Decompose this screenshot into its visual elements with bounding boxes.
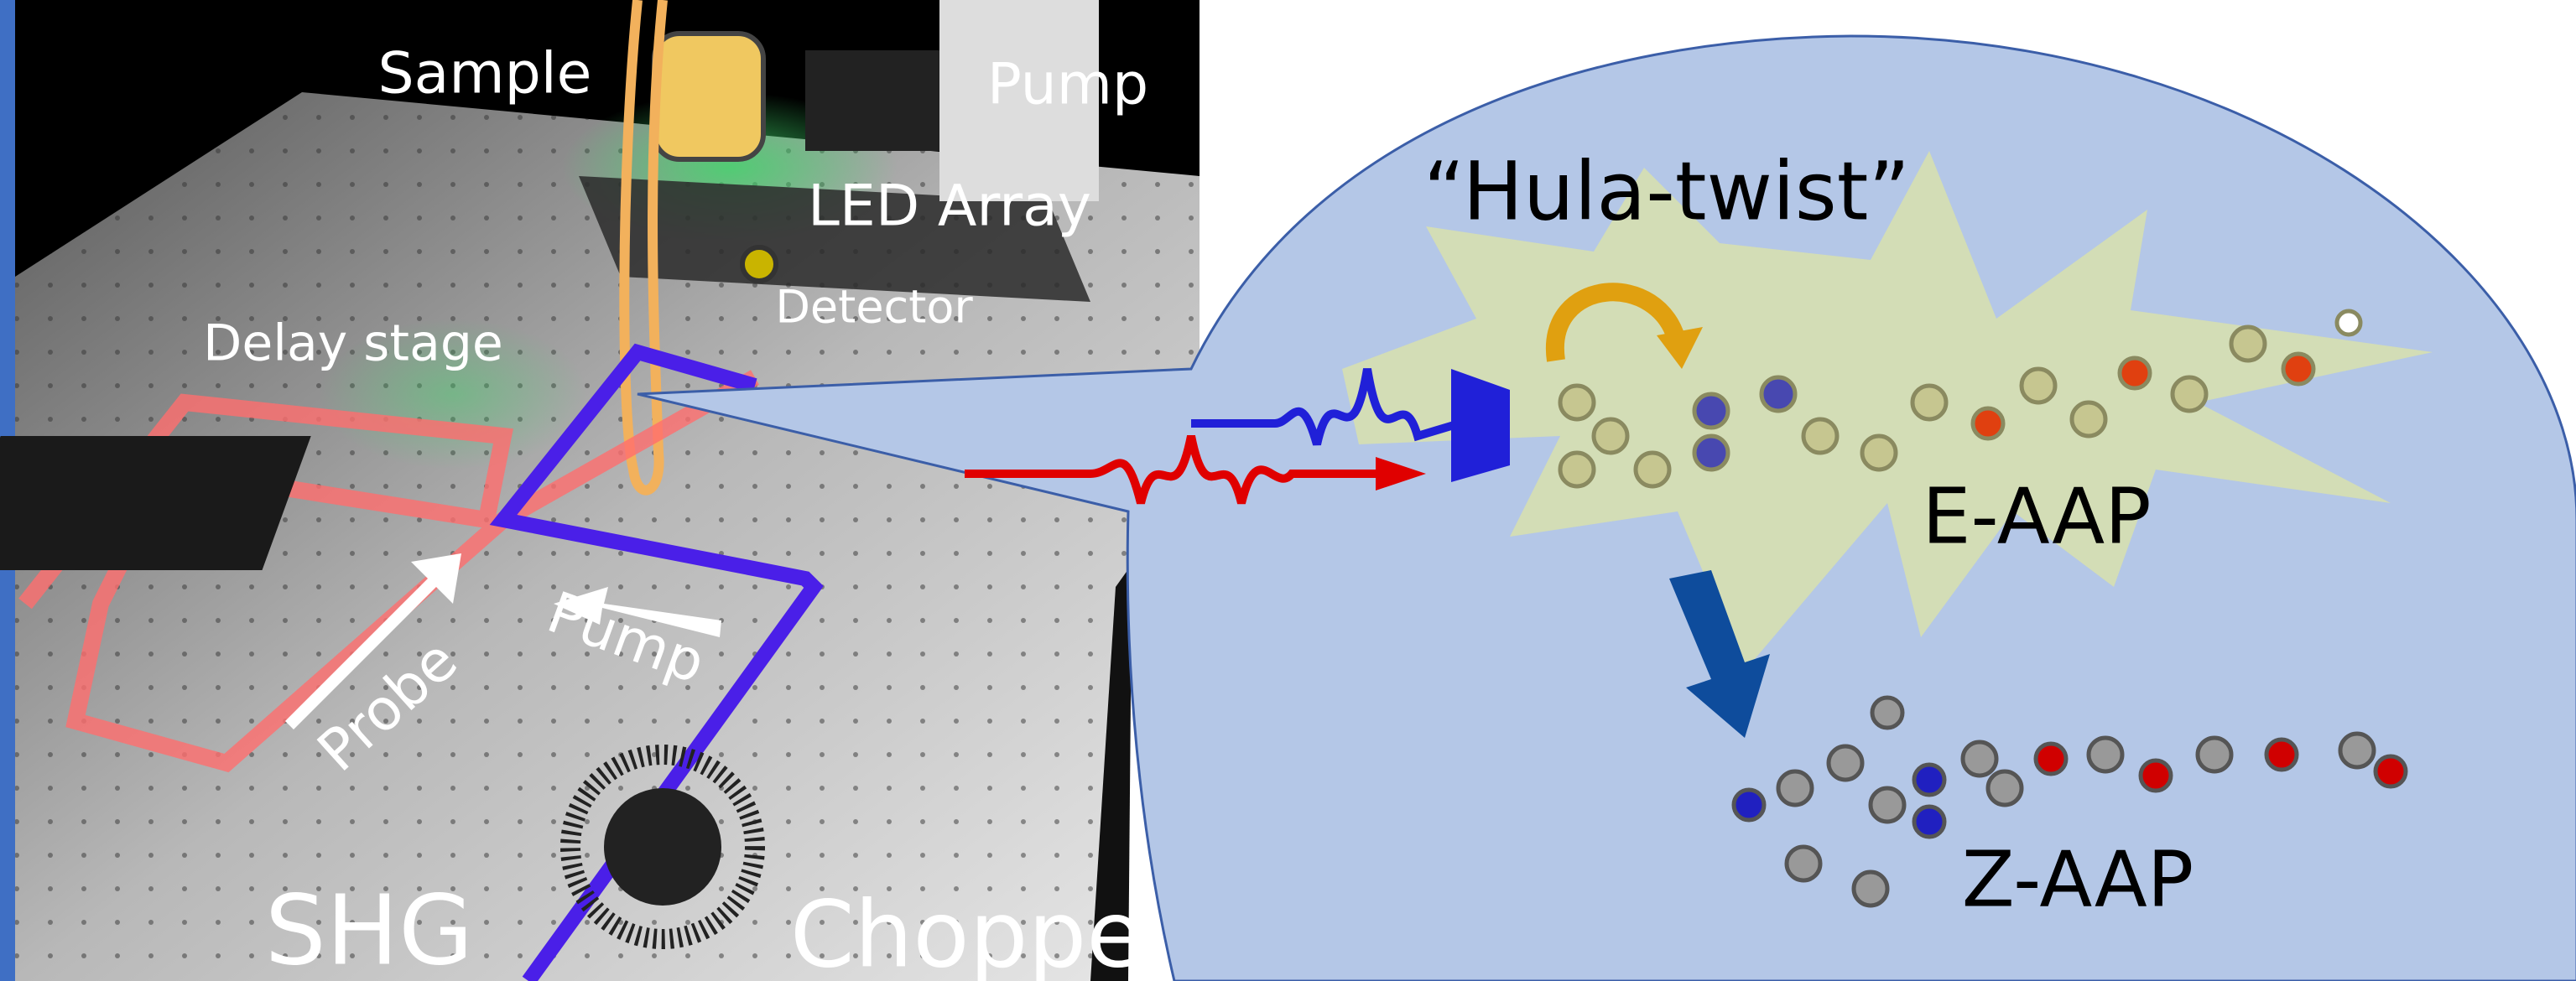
led-array-label: LED Array	[808, 174, 1091, 240]
z-isomer-label: Z-AAP	[1962, 834, 2194, 924]
delay-stage-label: Delay stage	[203, 314, 503, 373]
figure: Sample Pump LED Array Detector Delay sta…	[0, 0, 2576, 981]
e-isomer-label: E-AAP	[1922, 471, 2151, 561]
shg-label: SHG	[265, 875, 474, 981]
sample-label: Sample	[378, 41, 592, 107]
detector-label: Detector	[775, 281, 973, 334]
pump-label: Pump	[987, 52, 1148, 118]
setup-panel	[0, 0, 1200, 981]
chopper-label: Chopper	[790, 880, 1182, 981]
mechanism-title: “Hula-twist”	[1423, 144, 1910, 238]
